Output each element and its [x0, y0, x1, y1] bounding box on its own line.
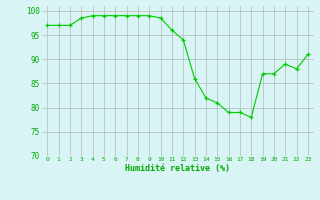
- X-axis label: Humidité relative (%): Humidité relative (%): [125, 164, 230, 173]
